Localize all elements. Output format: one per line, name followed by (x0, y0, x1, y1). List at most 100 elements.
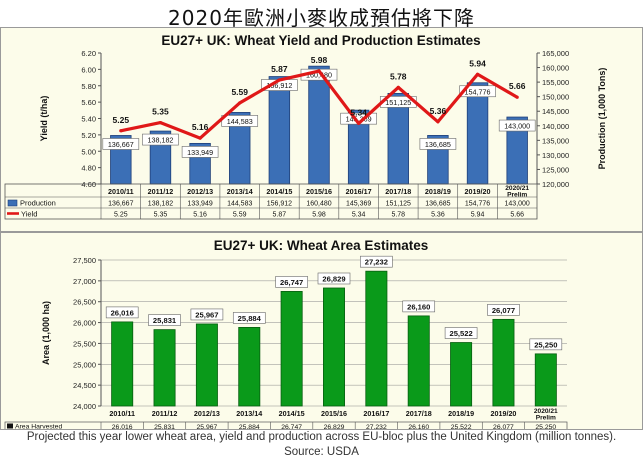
yield-data-label: 5.36 (430, 106, 447, 116)
area-bar (195, 323, 218, 407)
area-label-box (444, 327, 478, 339)
page-title: 2020年歐洲小麥收成預估將下降 (168, 6, 475, 30)
area-data-label: 25,250 (534, 340, 557, 349)
x-category-label: 2010/11 (109, 409, 135, 418)
table-yield-value: 5.78 (391, 212, 405, 219)
yield-point (436, 120, 440, 124)
area-label-box (402, 300, 436, 313)
area-data-label: 25,884 (238, 314, 262, 323)
table-area-value: 25,522 (451, 424, 472, 429)
table-yield-value: 5.98 (312, 212, 326, 219)
production-data-label: 138,182 (147, 136, 173, 145)
table-yield-value: 5.87 (273, 212, 287, 219)
table-production-value: 138,182 (148, 201, 173, 208)
table-yield-value: 5.25 (114, 212, 128, 219)
yield-data-label: 5.34 (350, 107, 367, 117)
table-area-value: 26,747 (281, 424, 302, 429)
area-bar (492, 318, 515, 407)
x-category-label: 2014/15 (279, 409, 305, 418)
table-yield-value: 5.66 (510, 212, 524, 219)
table-area-value: 26,829 (324, 424, 345, 429)
x-category-label: 2018/19 (425, 187, 451, 196)
yield-point (238, 101, 242, 105)
x-category-label: 2018/19 (448, 409, 474, 418)
area-label-box (148, 314, 181, 326)
area-chart: EU27+ UK: Wheat Area Estimates 24,000 24,5… (4, 238, 568, 429)
area-data-label: 26,077 (492, 306, 515, 315)
area-data-label: 26,160 (407, 302, 430, 311)
production-bar (308, 65, 330, 185)
table-production-value: 136,685 (425, 201, 450, 208)
table-area-value: 25,831 (154, 424, 175, 429)
area-label-box (317, 272, 351, 285)
y-tick-label: 27,500 (73, 256, 96, 265)
y-tick-label: 26,000 (73, 319, 96, 328)
production-label-box (419, 138, 457, 150)
production-data-label: 133,949 (187, 148, 213, 157)
left-tick-label: 5.40 (81, 115, 96, 124)
table-area-value: 26,077 (493, 424, 514, 429)
table-yield-value: 5.59 (233, 212, 247, 219)
y-tick-label: 24,000 (73, 402, 96, 411)
table-production-value: 154,776 (465, 201, 490, 208)
x-category-label: 2014/15 (266, 187, 292, 196)
table-area-value: 27,232 (366, 424, 387, 429)
table-production-value: 143,000 (505, 201, 530, 208)
area-label-box (360, 255, 393, 268)
x-category-label: 2015/16 (321, 409, 347, 418)
yield-point (158, 120, 163, 125)
left-tick-label: 5.00 (81, 147, 96, 156)
production-label-box (102, 138, 140, 150)
x-category-label: 2012/13 (194, 409, 220, 418)
right-tick-label: 140,000 (542, 122, 569, 131)
table-area-value: 26,160 (408, 424, 429, 429)
yield-point (317, 69, 321, 73)
y-tick-label: 25,500 (73, 339, 96, 348)
table-yield-value: 5.34 (352, 212, 366, 219)
production-data-label: 160,480 (306, 71, 332, 80)
y-tick-label: 24,500 (73, 381, 96, 390)
area-bar (534, 353, 557, 407)
area-bar (407, 315, 430, 407)
table-area-value: 25,884 (239, 424, 260, 429)
table-production-value: 156,912 (267, 201, 292, 208)
area-bar (238, 327, 261, 407)
right-tick-label: 145,000 (542, 107, 569, 116)
table-production-value: 151,125 (386, 201, 411, 208)
left-tick-label: 6.20 (81, 49, 96, 58)
production-label-box (498, 119, 536, 132)
chart-title: EU27+ UK: Wheat Yield and Production Est… (161, 33, 480, 48)
yield-data-label: 5.35 (152, 107, 169, 117)
right-tick-label: 150,000 (542, 93, 569, 102)
right-tick-label: 155,000 (542, 78, 569, 87)
yield-point (357, 121, 361, 126)
area-data-label: 25,967 (195, 310, 218, 319)
left-axis-label: Yield (t/ha) (39, 96, 49, 142)
left-tick-label: 6.00 (81, 65, 96, 74)
yield-data-label: 5.66 (509, 81, 526, 91)
yield-point (277, 78, 281, 82)
yield-point (475, 72, 480, 76)
left-tick-label: 5.60 (81, 98, 96, 107)
production-legend-swatch (7, 199, 18, 207)
x-category-label: 2011/12 (152, 409, 178, 418)
x-category-label: 2020/21 (534, 408, 558, 415)
production-data-label: 154,776 (465, 87, 491, 96)
figure-caption: Projected this year lower wheat area, yi… (26, 431, 617, 458)
production-data-label: 144,583 (227, 117, 253, 126)
production-data-label: 143,000 (504, 122, 530, 131)
area-label-box (529, 338, 563, 351)
right-axis-label: Production (1,000 Tons) (597, 68, 607, 170)
production-data-label: 145,369 (346, 115, 372, 124)
production-data-label: 136,685 (425, 140, 451, 149)
y-tick-label: 27,000 (73, 277, 96, 286)
area-label-box (275, 276, 308, 288)
x-category-label: 2015/16 (306, 187, 332, 196)
production-bar (466, 82, 489, 185)
left-tick-label: 5.20 (81, 131, 96, 140)
y-axis-label: Area (1,000 ha) (41, 301, 51, 365)
x-category-label: 2016/17 (363, 409, 389, 418)
yield-data-label: 5.16 (192, 122, 209, 132)
table-production-value: 144,583 (227, 201, 252, 208)
x-category-label: Prelim (536, 415, 556, 422)
